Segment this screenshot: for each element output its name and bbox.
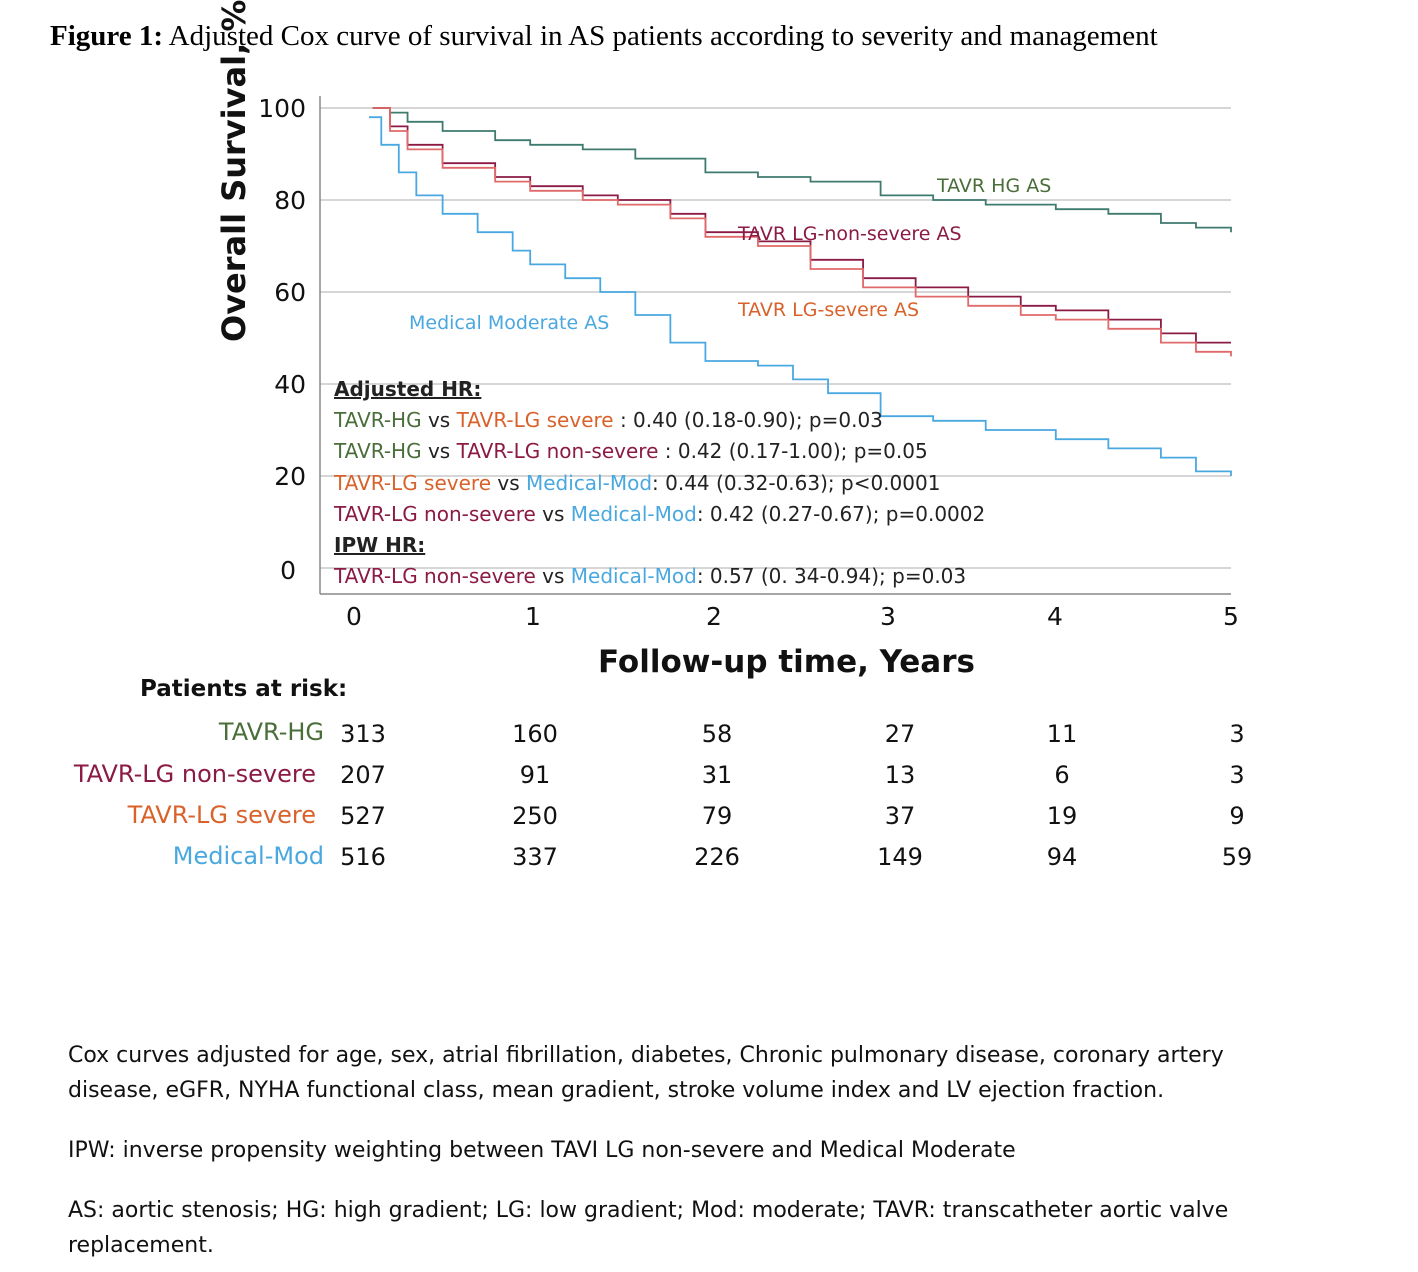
risk-value: 160 [512,720,558,748]
risk-value: 207 [340,761,386,789]
survival-chart [319,96,1232,595]
y-tick-label: 0 [280,556,296,585]
hr-row: TAVR-LG non-severe vs Medical-Mod: 0.57 … [334,564,966,588]
risk-value: 13 [884,761,916,789]
hr-group-b: Medical-Mod [570,502,697,526]
risk-value: 6 [1054,761,1070,789]
hr-group-a: TAVR-LG non-severe [334,564,536,588]
hr-group-b: TAVR-LG non-severe [456,439,659,463]
risk-value: 9 [1229,802,1245,830]
hr-group-b: TAVR-LG severe [456,408,614,432]
y-tick-label: 60 [274,278,306,307]
risk-row-name: TAVR-LG severe [127,801,316,829]
hr-row: TAVR-LG severe vs Medical-Mod: 0.44 (0.3… [334,471,940,495]
y-tick-label: 80 [274,186,306,215]
hr-vs: vs [542,564,565,588]
risk-value: 527 [340,802,386,830]
ipw-hr-title-text: IPW HR: [334,533,426,557]
risk-value: 59 [1221,843,1253,871]
risk-value: 27 [884,720,916,748]
hr-vs: vs [427,439,451,463]
figure-title-label: Figure 1: [50,20,164,52]
hr-stat: : 0.42 (0.27-0.67); p=0.0002 [696,502,986,526]
x-tick-label: 5 [1223,602,1239,631]
risk-value: 11 [1046,720,1078,748]
hr-row: TAVR-HG vs TAVR-LG non-severe : 0.42 (0.… [334,439,928,463]
hr-row: TAVR-HG vs TAVR-LG severe : 0.40 (0.18-0… [334,408,883,432]
series-line-tavr-lg-severe [372,107,1232,357]
risk-value: 250 [512,802,558,830]
x-tick-label: 0 [346,602,362,631]
axes [319,96,1231,595]
curve-label-tavr-lg-severe: TAVR LG-severe AS [738,299,920,321]
series-lines [369,107,1232,476]
hr-vs: vs [497,471,520,495]
hr-stat: : 0.57 (0. 34-0.94); p=0.03 [696,564,967,588]
x-tick-label: 4 [1047,602,1063,631]
curve-label-tavr-hg: TAVR HG AS [937,175,1052,197]
hr-stat: : 0.40 (0.18-0.90); p=0.03 [613,408,883,432]
footnote-ipw: IPW: inverse propensity weighting betwee… [68,1138,1016,1163]
figure-title-text: Adjusted Cox curve of survival in AS pat… [163,20,1158,52]
risk-value: 313 [340,720,386,748]
hr-group-a: TAVR-LG non-severe [334,502,536,526]
hr-group-a: TAVR-LG severe [334,471,492,495]
risk-value: 149 [877,843,923,871]
hr-group-a: TAVR-HG [334,408,422,432]
adjusted-hr-title-text: Adjusted HR: [334,377,482,401]
hr-vs: vs [427,408,451,432]
risk-value: 3 [1229,720,1245,748]
hr-group-b: Medical-Mod [526,471,653,495]
risk-value: 37 [884,802,916,830]
y-tick-label: 100 [258,94,306,123]
figure-title: Figure 1: Adjusted Cox curve of survival… [50,20,1158,53]
risk-row-name: TAVR-HG [218,718,324,746]
y-tick-label: 40 [274,370,306,399]
risk-value: 58 [701,720,733,748]
hr-row: TAVR-LG non-severe vs Medical-Mod: 0.42 … [334,502,985,526]
risk-value: 31 [701,761,733,789]
ipw-hr-title: IPW HR: [334,533,425,557]
x-tick-label: 2 [706,602,722,631]
risk-row-name: TAVR-LG non-severe [73,760,316,788]
risk-value: 3 [1229,761,1245,789]
hr-group-a: TAVR-HG [334,439,422,463]
risk-value: 516 [340,843,386,871]
risk-value: 337 [512,843,558,871]
y-tick-label: 20 [274,462,306,491]
risk-row-name: Medical-Mod [172,842,324,870]
risk-value: 94 [1046,843,1078,871]
risk-value: 226 [694,843,740,871]
risk-value: 79 [701,802,733,830]
footnote-abbreviations: AS: aortic stenosis; HG: high gradient; … [68,1198,1229,1258]
risk-value: 19 [1046,802,1078,830]
patients-at-risk-title: Patients at risk: [140,676,348,702]
gridlines [320,107,1231,569]
series-line-tavr-hg-line [372,107,1232,233]
x-axis-title: Follow-up time, Years [598,644,975,680]
adjusted-hr-title: Adjusted HR: [334,377,481,401]
series-line-medical-mod [369,116,1232,476]
hr-stat: : 0.42 (0.17-1.00); p=0.05 [658,439,928,463]
hr-stat: : 0.44 (0.32-0.63); p<0.0001 [652,471,941,495]
footnote-adjustment: Cox curves adjusted for age, sex, atrial… [68,1043,1224,1103]
hr-group-b: Medical-Mod [570,564,697,588]
curve-label-medical-moderate: Medical Moderate AS [409,312,610,334]
x-tick-label: 1 [525,602,541,631]
risk-value: 91 [519,761,551,789]
curve-label-tavr-lg-non-severe: TAVR LG-non-severe AS [738,223,962,245]
x-tick-label: 3 [880,602,896,631]
hr-vs: vs [542,502,565,526]
